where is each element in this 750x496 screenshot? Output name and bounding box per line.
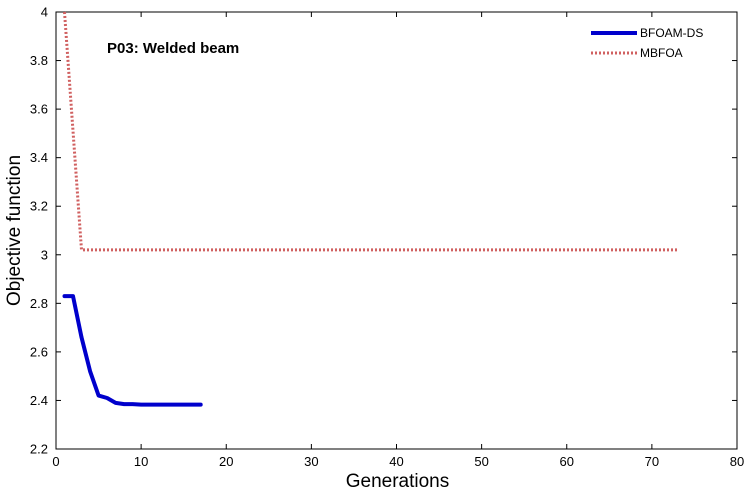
y-tick-label: 3.2	[30, 199, 48, 214]
chart-annotation: P03: Welded beam	[107, 40, 239, 57]
x-tick-label: 80	[730, 454, 744, 469]
x-tick-label: 30	[304, 454, 318, 469]
legend-label-mbfoa: MBFOA	[640, 46, 683, 60]
y-tick-label: 3	[41, 247, 48, 262]
y-tick-label: 3.4	[30, 150, 48, 165]
legend-label-bfoam-ds: BFOAM-DS	[640, 26, 703, 40]
x-axis-title: Generations	[346, 471, 450, 492]
x-tick-label: 50	[474, 454, 488, 469]
axis-ticks: 0 10 20 30 40 50 60 70 80 2.2 2.4 2.6 2.8 3 3.2 3.4 3.6 3…	[30, 5, 744, 470]
x-tick-label: 40	[389, 454, 403, 469]
y-tick-label: 2.4	[30, 393, 48, 408]
y-tick-label: 3.6	[30, 102, 48, 117]
x-tick-label: 0	[52, 454, 59, 469]
series-line-bfoam-ds	[62, 294, 203, 407]
y-tick-label: 2.6	[30, 344, 48, 359]
legend: BFOAM-DS MBFOA	[586, 20, 732, 64]
y-tick-label: 3.8	[30, 53, 48, 68]
x-tick-label: 20	[219, 454, 233, 469]
x-tick-label: 70	[645, 454, 659, 469]
y-tick-label: 2.2	[30, 442, 48, 457]
series-layer	[62, 11, 678, 407]
x-tick-label: 10	[134, 454, 148, 469]
y-axis-title: Objective function	[4, 155, 25, 306]
y-tick-label: 4	[41, 5, 48, 20]
y-tick-label: 2.8	[30, 296, 48, 311]
legend-box	[586, 20, 732, 64]
x-tick-label: 60	[560, 454, 574, 469]
